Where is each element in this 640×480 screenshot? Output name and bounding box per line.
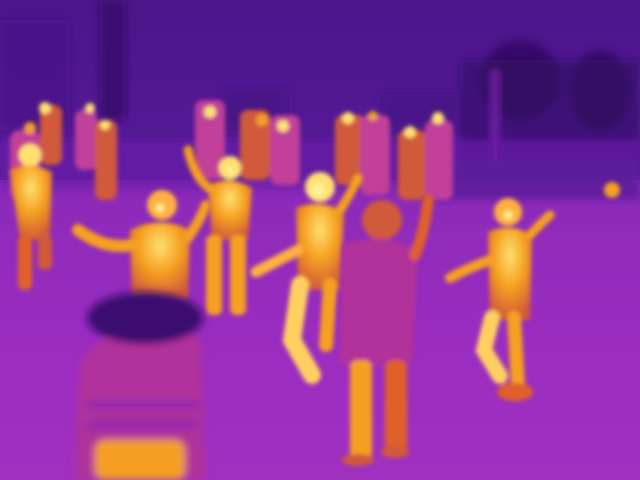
person-left bbox=[10, 143, 52, 290]
background-crowd bbox=[10, 100, 620, 200]
hot-spots bbox=[155, 166, 513, 220]
person-center-left bbox=[72, 190, 211, 300]
person-hands-up bbox=[183, 145, 252, 315]
person-right bbox=[445, 198, 555, 401]
person-dark-coat bbox=[340, 194, 434, 466]
person-foreground bbox=[75, 292, 205, 480]
